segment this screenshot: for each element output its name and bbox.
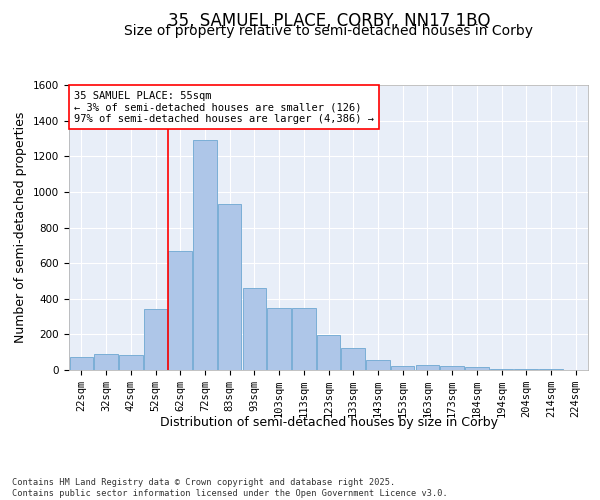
Text: Size of property relative to semi-detached houses in Corby: Size of property relative to semi-detach… xyxy=(124,24,533,38)
Text: 35, SAMUEL PLACE, CORBY, NN17 1BQ: 35, SAMUEL PLACE, CORBY, NN17 1BQ xyxy=(167,12,490,30)
Bar xyxy=(440,366,464,370)
Bar xyxy=(317,336,340,370)
Y-axis label: Number of semi-detached properties: Number of semi-detached properties xyxy=(14,112,28,343)
Bar xyxy=(366,360,389,370)
Bar xyxy=(193,140,217,370)
Bar xyxy=(119,355,143,370)
Bar xyxy=(490,369,513,370)
Text: Distribution of semi-detached houses by size in Corby: Distribution of semi-detached houses by … xyxy=(160,416,498,429)
Bar xyxy=(144,310,167,370)
Bar xyxy=(465,368,488,370)
Bar xyxy=(292,308,316,370)
Bar xyxy=(70,356,93,370)
Bar xyxy=(391,366,415,370)
Bar xyxy=(218,204,241,370)
Bar xyxy=(242,288,266,370)
Bar xyxy=(416,364,439,370)
Bar xyxy=(539,369,563,370)
Bar xyxy=(341,348,365,370)
Bar xyxy=(94,354,118,370)
Bar xyxy=(169,250,192,370)
Text: 35 SAMUEL PLACE: 55sqm
← 3% of semi-detached houses are smaller (126)
97% of sem: 35 SAMUEL PLACE: 55sqm ← 3% of semi-deta… xyxy=(74,90,374,124)
Bar xyxy=(268,308,291,370)
Text: Contains HM Land Registry data © Crown copyright and database right 2025.
Contai: Contains HM Land Registry data © Crown c… xyxy=(12,478,448,498)
